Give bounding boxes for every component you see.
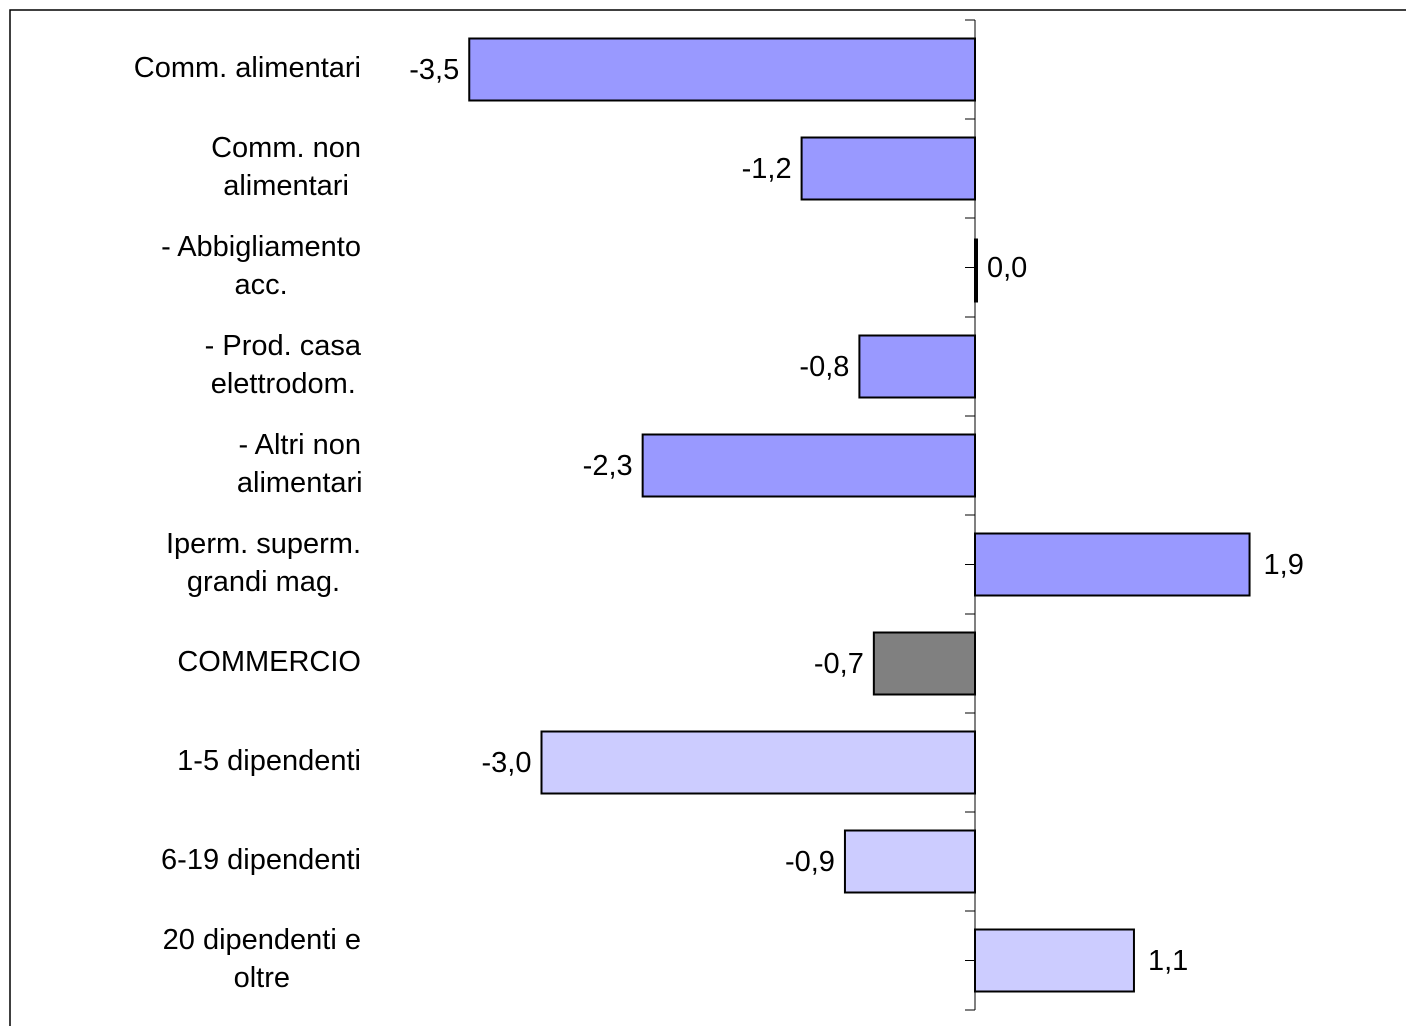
bar xyxy=(974,238,978,303)
category-label: 20 dipendenti e xyxy=(163,924,361,956)
category-label: 1-5 dipendenti xyxy=(177,745,361,777)
category-label: elettrodom. xyxy=(211,368,356,400)
bar xyxy=(872,631,976,696)
category-label: COMMERCIO xyxy=(177,646,361,678)
category-label: Comm. non xyxy=(211,132,361,164)
data-label: -0,8 xyxy=(799,351,849,383)
bar xyxy=(858,334,977,399)
category-label: alimentari xyxy=(237,467,363,499)
bar xyxy=(641,433,977,498)
data-label: 0,0 xyxy=(987,252,1027,284)
category-label: oltre xyxy=(234,962,290,994)
bar xyxy=(540,730,976,795)
category-label: - Abbigliamento xyxy=(161,231,361,263)
data-label: -3,5 xyxy=(409,54,459,86)
category-label: grandi mag. xyxy=(187,566,340,598)
category-label: - Altri non xyxy=(239,429,362,461)
category-label: Iperm. superm. xyxy=(166,528,361,560)
category-label: acc. xyxy=(234,269,287,301)
category-label: 6-19 dipendenti xyxy=(161,844,361,876)
data-label: -1,2 xyxy=(742,153,792,185)
data-label: -2,3 xyxy=(583,450,633,482)
category-label: Comm. alimentari xyxy=(134,52,361,84)
bar xyxy=(974,928,1135,993)
bar xyxy=(974,532,1251,597)
data-label: -0,9 xyxy=(785,846,835,878)
data-label: 1,1 xyxy=(1148,945,1188,977)
bar xyxy=(468,37,976,102)
chart-frame xyxy=(9,9,1406,1026)
category-label: alimentari xyxy=(223,170,349,202)
data-label: -3,0 xyxy=(482,747,532,779)
bar xyxy=(800,136,976,201)
bar xyxy=(843,829,977,894)
data-label: 1,9 xyxy=(1264,549,1304,581)
data-label: -0,7 xyxy=(814,648,864,680)
category-label: - Prod. casa xyxy=(205,330,362,362)
